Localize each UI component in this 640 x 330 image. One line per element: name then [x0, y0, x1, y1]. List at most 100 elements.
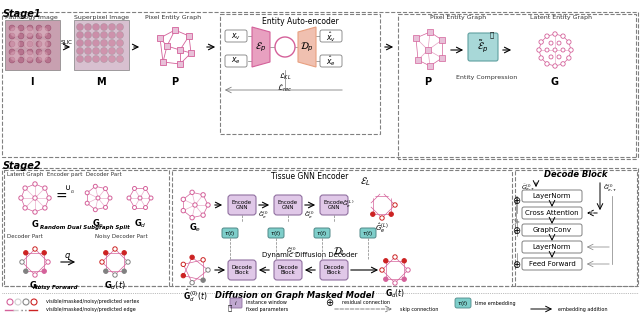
Circle shape [33, 210, 37, 214]
Circle shape [557, 41, 561, 45]
Circle shape [116, 55, 124, 62]
Text: $\mathcal{D}_L$: $\mathcal{D}_L$ [333, 245, 347, 258]
Circle shape [181, 262, 186, 267]
Text: fixed parameters: fixed parameters [246, 308, 288, 313]
Circle shape [545, 48, 549, 52]
Circle shape [127, 196, 131, 200]
FancyBboxPatch shape [468, 33, 498, 61]
Circle shape [113, 273, 117, 277]
Circle shape [84, 23, 92, 30]
Circle shape [113, 247, 117, 251]
Bar [177, 61, 183, 67]
Circle shape [116, 48, 124, 54]
Circle shape [100, 260, 104, 264]
Circle shape [84, 31, 92, 39]
Text: $\hat{x}_v$: $\hat{x}_v$ [326, 30, 336, 44]
Circle shape [77, 40, 83, 47]
Circle shape [539, 56, 543, 60]
FancyBboxPatch shape [268, 228, 284, 238]
Circle shape [383, 259, 388, 263]
Text: 🔒: 🔒 [228, 305, 232, 311]
Circle shape [116, 31, 124, 39]
Circle shape [190, 255, 195, 259]
Bar [5, 20, 60, 70]
Text: Stage1: Stage1 [3, 9, 42, 19]
FancyBboxPatch shape [314, 228, 330, 238]
Circle shape [126, 260, 130, 264]
Circle shape [389, 194, 394, 198]
Circle shape [27, 57, 33, 63]
Bar [164, 43, 170, 49]
Circle shape [31, 299, 37, 305]
Circle shape [45, 33, 51, 39]
Bar [4, 170, 169, 286]
Text: Superpixel Image: Superpixel Image [74, 15, 129, 20]
Circle shape [104, 205, 108, 209]
Circle shape [7, 299, 13, 305]
Circle shape [46, 260, 50, 264]
Bar [160, 59, 166, 65]
Circle shape [93, 40, 99, 47]
Circle shape [561, 34, 565, 38]
Text: Noisy Decoder Part: Noisy Decoder Part [95, 234, 148, 239]
Text: embedding addition: embedding addition [558, 307, 607, 312]
Bar [2, 12, 638, 157]
Text: $\mathcal{L}_{rec}$: $\mathcal{L}_{rec}$ [277, 83, 293, 94]
Text: $\mathbf{G}_d(t)$: $\mathbf{G}_d(t)$ [385, 287, 405, 300]
Circle shape [143, 186, 147, 190]
Circle shape [10, 51, 20, 61]
Circle shape [10, 39, 20, 49]
Bar [415, 57, 421, 63]
Text: Diffusion on Graph Masked Model: Diffusion on Graph Masked Model [216, 291, 374, 300]
Text: $\tau(t)$: $\tau(t)$ [270, 228, 282, 238]
Text: Decode
Block: Decode Block [232, 265, 252, 276]
Circle shape [18, 33, 24, 39]
Circle shape [561, 48, 565, 52]
Circle shape [93, 208, 97, 212]
Text: $\hat{G}_{e,\tau}^{(l)}$: $\hat{G}_{e,\tau}^{(l)}$ [603, 182, 617, 193]
Circle shape [402, 259, 406, 263]
Bar [74, 20, 129, 70]
Circle shape [380, 268, 384, 272]
Circle shape [380, 216, 384, 220]
Circle shape [371, 212, 375, 216]
Circle shape [10, 27, 20, 37]
Circle shape [47, 196, 51, 200]
Text: $\mathbf{M}$: $\mathbf{M}$ [95, 75, 106, 87]
Circle shape [18, 49, 24, 55]
Circle shape [36, 25, 42, 31]
Text: SLIC: SLIC [61, 40, 73, 45]
Text: $\tau(t)$: $\tau(t)$ [225, 228, 236, 238]
Circle shape [85, 201, 89, 205]
Circle shape [553, 64, 557, 68]
Circle shape [109, 48, 115, 54]
Circle shape [201, 278, 205, 282]
FancyBboxPatch shape [455, 298, 471, 308]
FancyBboxPatch shape [225, 30, 247, 42]
Text: 🔒: 🔒 [490, 32, 494, 38]
Text: $q$: $q$ [65, 251, 72, 262]
FancyBboxPatch shape [225, 55, 247, 67]
Circle shape [23, 186, 28, 190]
Polygon shape [298, 27, 316, 67]
Text: $\oplus$: $\oplus$ [513, 224, 522, 236]
Circle shape [108, 196, 112, 200]
Circle shape [36, 41, 42, 47]
Text: $\mathcal{L}_{KL}$: $\mathcal{L}_{KL}$ [279, 72, 291, 82]
FancyBboxPatch shape [230, 298, 242, 308]
Text: $\mathcal{E}_p$: $\mathcal{E}_p$ [255, 40, 267, 54]
Circle shape [24, 39, 34, 49]
Circle shape [201, 193, 205, 197]
Circle shape [77, 55, 83, 62]
Circle shape [393, 255, 397, 259]
Circle shape [109, 55, 115, 62]
Circle shape [45, 49, 51, 55]
Text: $\tau(t)$: $\tau(t)$ [458, 299, 468, 308]
Text: LayerNorm: LayerNorm [533, 244, 571, 250]
Text: $\mathcal{D}_p$: $\mathcal{D}_p$ [300, 40, 314, 54]
Circle shape [85, 191, 89, 195]
Circle shape [389, 212, 394, 216]
Circle shape [96, 196, 100, 200]
Circle shape [15, 299, 21, 305]
Text: Decode
Block: Decode Block [278, 265, 298, 276]
